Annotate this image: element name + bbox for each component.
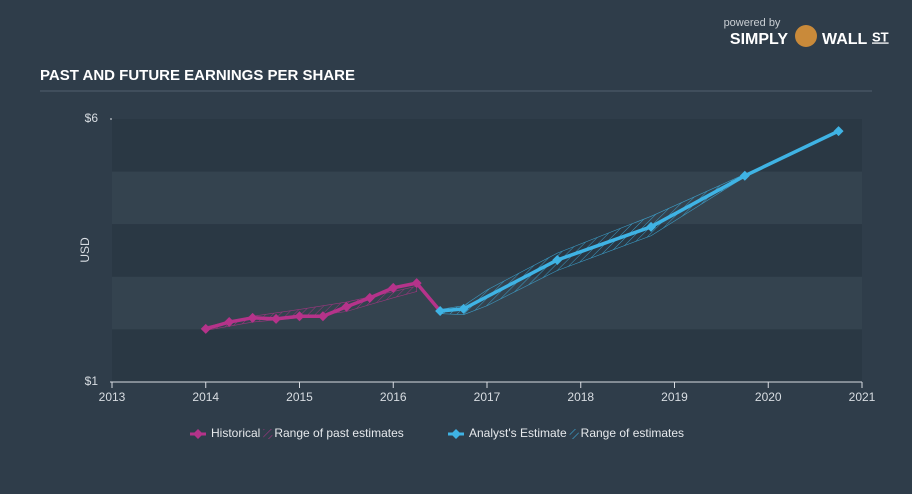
plot-band [112, 329, 862, 382]
x-tick-label: 2017 [474, 390, 501, 404]
legend-marker [193, 429, 203, 439]
data-point [552, 254, 563, 265]
data-point [317, 311, 328, 322]
x-tick-label: 2020 [755, 390, 782, 404]
chart-title: PAST AND FUTURE EARNINGS PER SHARE [40, 67, 355, 84]
x-tick-label: 2019 [661, 390, 688, 404]
logo-st: ST [872, 29, 889, 44]
legend-swatch [569, 429, 579, 439]
legend-swatch [263, 429, 273, 439]
data-point [200, 323, 211, 334]
logo-icon [795, 25, 817, 47]
x-tick-label: 2018 [567, 390, 594, 404]
x-tick-label: 2014 [192, 390, 219, 404]
data-point [646, 221, 657, 232]
data-point [247, 312, 258, 323]
legend-label: Historical [211, 426, 260, 440]
data-point [341, 301, 352, 312]
data-point [364, 292, 375, 303]
logo-wall: WALL [822, 31, 868, 48]
plot-band [112, 171, 862, 225]
data-point [388, 282, 399, 293]
data-point [833, 126, 844, 137]
data-point [458, 303, 469, 314]
data-point [271, 313, 282, 324]
data-point [435, 305, 446, 316]
legend-label: Analyst's Estimate [469, 426, 567, 440]
y-tick-label: $1 [85, 374, 99, 388]
logo-simply: SIMPLY [730, 31, 788, 48]
plot-band [112, 119, 862, 172]
plot-band [112, 224, 862, 277]
data-point [294, 311, 305, 322]
x-tick-label: 2021 [849, 390, 876, 404]
legend-label: Range of past estimates [274, 426, 403, 440]
legend-marker [451, 429, 461, 439]
y-tick-label: $6 [85, 111, 99, 125]
legend-label: Range of estimates [581, 426, 684, 440]
plot-bands [112, 119, 862, 382]
logo-powered: powered by [724, 17, 781, 29]
y-axis-label: USD [78, 237, 92, 263]
data-point [224, 317, 235, 328]
data-point [411, 278, 422, 289]
data-point [739, 170, 750, 181]
x-tick-label: 2016 [380, 390, 407, 404]
x-tick-label: 2015 [286, 390, 313, 404]
x-tick-label: 2013 [99, 390, 126, 404]
